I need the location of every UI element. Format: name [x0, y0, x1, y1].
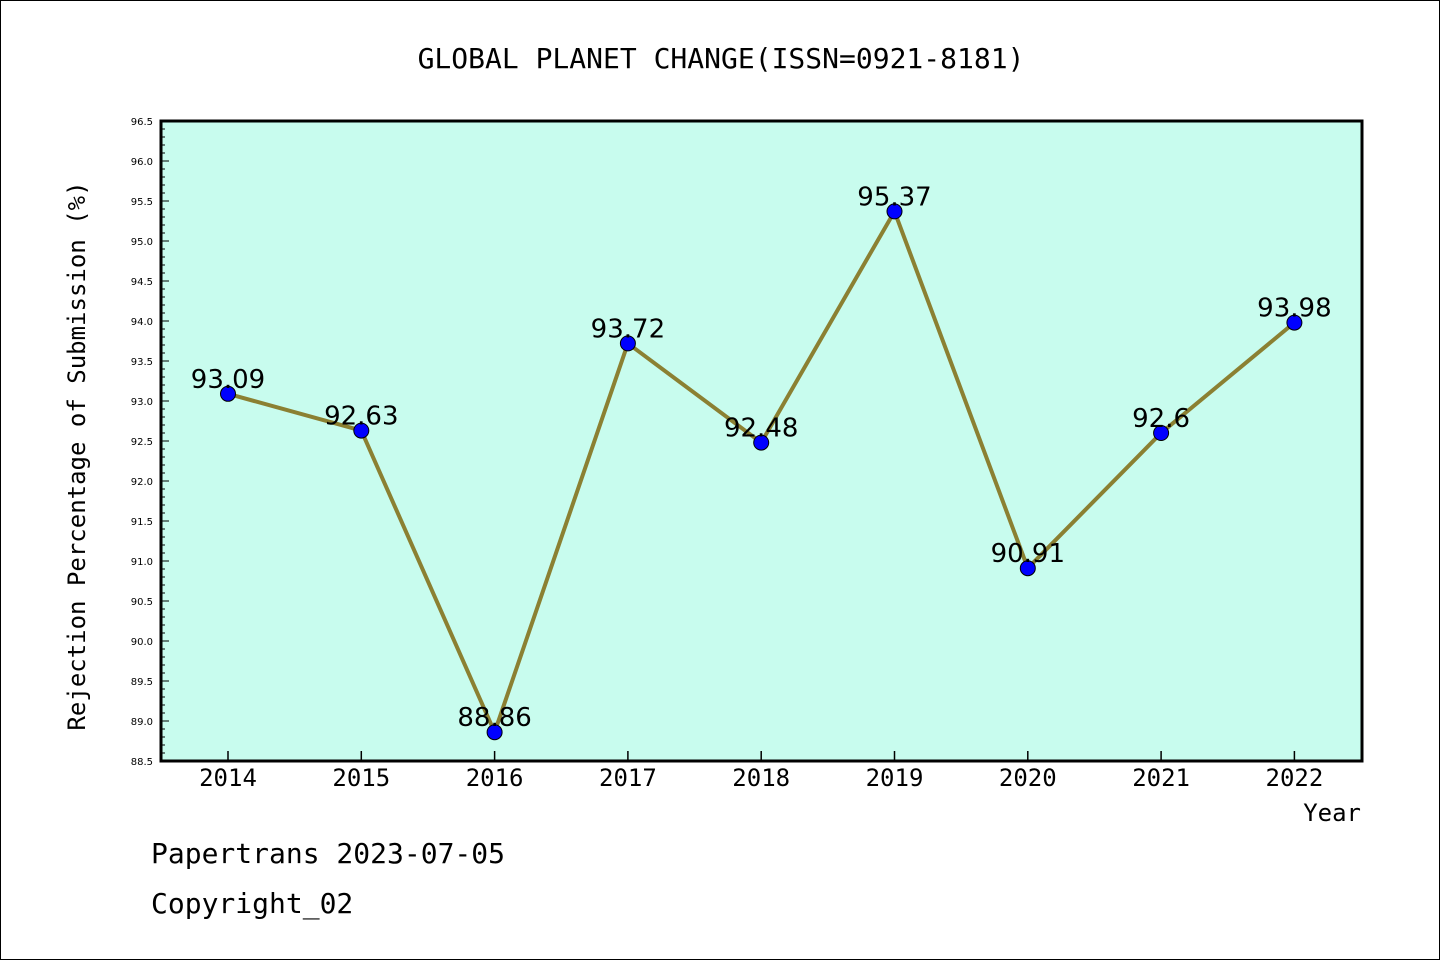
data-label: 93.09	[191, 365, 265, 395]
y-tick-label: 93.5	[131, 357, 153, 368]
data-label: 93.72	[591, 314, 665, 344]
data-label: 93.98	[1257, 294, 1331, 324]
y-tick-label: 91.5	[131, 517, 153, 528]
x-tick-label: 2014	[199, 764, 257, 792]
y-tick-label: 89.0	[131, 717, 153, 728]
data-point	[1286, 314, 1303, 331]
x-tick-label: 2019	[866, 764, 924, 792]
x-tick-label: 2021	[1132, 764, 1190, 792]
chart-title: GLOBAL PLANET CHANGE(ISSN=0921-8181)	[418, 42, 1025, 75]
x-axis: 2014 2015 2016 2017 2018 2019 2020 2021 2022	[199, 751, 1323, 792]
y-tick-label: 88.5	[131, 757, 153, 768]
x-tick-label: 2018	[732, 764, 790, 792]
data-point	[619, 335, 636, 352]
y-tick-label: 96.5	[131, 117, 153, 128]
y-tick-label: 95.5	[131, 197, 153, 208]
y-axis: 88.5 89.0 89.5 90.0 90.5 91.0 91.5 92.0 92.5 93.0…	[131, 117, 169, 768]
y-tick-label: 93.0	[131, 397, 153, 408]
data-point	[1019, 560, 1036, 577]
x-axis-label: Year	[1303, 799, 1361, 827]
y-tick-label: 90.0	[131, 637, 153, 648]
y-axis-label: Rejection Percentage of Submission (%)	[63, 181, 91, 730]
data-label: 92.6	[1132, 404, 1190, 434]
y-tick-label: 94.5	[131, 277, 153, 288]
x-tick-label: 2015	[332, 764, 390, 792]
y-tick-label: 92.0	[131, 477, 153, 488]
y-tick-label: 95.0	[131, 237, 153, 248]
data-point	[353, 422, 370, 439]
y-tick-label: 91.0	[131, 557, 153, 568]
x-tick-label: 2016	[466, 764, 524, 792]
data-point	[220, 385, 236, 402]
data-label: 92.63	[324, 402, 398, 432]
footer-copyright: Copyright_02	[151, 887, 354, 920]
data-label: 88.86	[457, 703, 531, 733]
data-point	[486, 724, 503, 741]
x-tick-label: 2020	[999, 764, 1057, 792]
series-layer: 93.09 92.63 88.86 93.72 92.48 95.37 90.91 92.6 9…	[191, 182, 1332, 741]
x-tick-label: 2022	[1266, 764, 1324, 792]
data-label: 95.37	[857, 182, 931, 212]
data-point	[886, 203, 903, 220]
y-tick-label: 96.0	[131, 157, 153, 168]
data-point	[753, 434, 770, 451]
data-label: 90.91	[991, 539, 1065, 569]
data-point	[1153, 425, 1170, 441]
y-tick-label: 90.5	[131, 597, 153, 608]
y-tick-label: 92.5	[131, 437, 153, 448]
data-label: 92.48	[724, 414, 798, 444]
footer-date: Papertrans 2023-07-05	[151, 837, 506, 870]
x-tick-label: 2017	[599, 764, 657, 792]
y-tick-label: 94.0	[131, 317, 153, 328]
y-tick-label: 89.5	[131, 677, 153, 688]
